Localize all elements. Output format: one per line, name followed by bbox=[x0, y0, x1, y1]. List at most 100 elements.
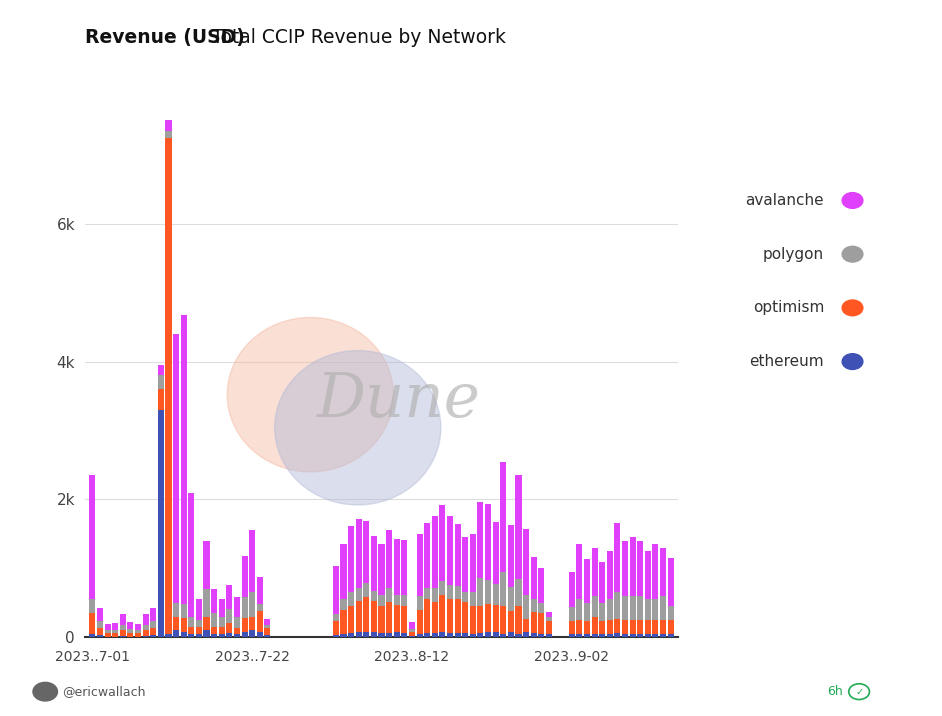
Bar bbox=[241, 618, 248, 632]
Bar bbox=[538, 603, 544, 613]
Bar bbox=[668, 620, 674, 634]
Bar bbox=[340, 599, 347, 609]
Bar bbox=[173, 616, 179, 630]
Bar bbox=[653, 544, 658, 599]
Bar bbox=[653, 599, 658, 620]
Circle shape bbox=[227, 317, 394, 472]
Bar bbox=[120, 636, 126, 637]
Bar bbox=[599, 621, 605, 634]
Text: @ericwallach: @ericwallach bbox=[62, 685, 146, 698]
Bar bbox=[333, 621, 339, 635]
Bar bbox=[120, 630, 126, 636]
Bar bbox=[485, 604, 491, 632]
Bar bbox=[470, 634, 476, 637]
Bar bbox=[530, 557, 537, 599]
Bar bbox=[142, 630, 149, 636]
Bar bbox=[478, 606, 483, 633]
Bar bbox=[356, 601, 362, 632]
Bar bbox=[569, 573, 575, 607]
Bar bbox=[386, 530, 392, 589]
Bar bbox=[668, 634, 674, 637]
Bar bbox=[181, 618, 187, 632]
Bar bbox=[340, 544, 347, 599]
Bar bbox=[219, 634, 225, 637]
Bar bbox=[333, 635, 339, 637]
Bar bbox=[394, 594, 399, 605]
Bar bbox=[424, 523, 430, 589]
Bar bbox=[424, 599, 430, 633]
Bar bbox=[493, 584, 498, 605]
Bar bbox=[637, 541, 643, 596]
Bar bbox=[234, 634, 240, 637]
Bar bbox=[493, 605, 498, 632]
Bar bbox=[523, 632, 529, 637]
Text: optimism: optimism bbox=[753, 301, 824, 315]
Bar bbox=[463, 633, 468, 637]
Bar bbox=[203, 589, 209, 616]
Bar bbox=[500, 606, 506, 634]
Bar bbox=[431, 633, 438, 637]
Bar bbox=[158, 410, 164, 637]
Bar bbox=[545, 617, 552, 621]
Bar bbox=[622, 541, 628, 596]
Bar bbox=[356, 588, 362, 601]
Bar bbox=[577, 599, 582, 620]
Bar bbox=[364, 521, 369, 584]
Bar bbox=[637, 596, 643, 620]
Bar bbox=[166, 131, 171, 137]
Bar bbox=[340, 609, 347, 634]
Bar bbox=[447, 516, 453, 585]
Bar bbox=[637, 634, 643, 637]
Bar bbox=[226, 585, 233, 609]
Bar bbox=[523, 594, 529, 619]
Bar bbox=[203, 630, 209, 637]
Bar bbox=[530, 633, 537, 637]
Bar bbox=[409, 622, 415, 629]
Bar bbox=[249, 630, 255, 637]
Bar bbox=[394, 539, 399, 594]
Bar bbox=[203, 616, 209, 630]
Bar bbox=[142, 636, 149, 637]
Bar bbox=[219, 627, 225, 634]
Bar bbox=[333, 614, 339, 621]
Bar bbox=[416, 534, 423, 596]
Bar bbox=[622, 620, 628, 634]
Bar bbox=[431, 516, 438, 589]
Bar bbox=[439, 505, 446, 581]
Bar bbox=[515, 606, 522, 634]
Bar bbox=[196, 599, 202, 620]
Bar bbox=[660, 596, 666, 620]
Bar bbox=[142, 614, 149, 625]
Bar bbox=[226, 623, 233, 633]
Bar bbox=[181, 604, 187, 618]
Bar bbox=[219, 616, 225, 627]
Bar bbox=[668, 558, 674, 606]
Bar bbox=[89, 475, 95, 599]
Bar bbox=[135, 629, 141, 633]
Bar bbox=[538, 613, 544, 634]
Bar bbox=[241, 597, 248, 618]
Bar bbox=[470, 534, 476, 592]
Bar bbox=[515, 579, 522, 606]
Bar bbox=[500, 462, 506, 572]
Bar bbox=[265, 635, 270, 637]
Bar bbox=[173, 603, 179, 616]
Bar bbox=[105, 624, 110, 629]
Bar bbox=[203, 541, 209, 589]
Bar bbox=[120, 625, 126, 630]
Bar bbox=[120, 614, 126, 625]
Bar bbox=[211, 634, 218, 637]
Bar bbox=[211, 589, 218, 613]
Text: 6h: 6h bbox=[827, 685, 843, 698]
Bar bbox=[181, 315, 187, 604]
Bar bbox=[592, 634, 597, 637]
Bar bbox=[379, 633, 384, 637]
Bar bbox=[447, 599, 453, 633]
Bar bbox=[584, 621, 590, 634]
Bar bbox=[158, 389, 164, 410]
Bar bbox=[439, 581, 446, 594]
Bar bbox=[409, 632, 415, 636]
Bar bbox=[545, 621, 552, 634]
Bar bbox=[523, 619, 529, 632]
Bar bbox=[241, 632, 248, 637]
